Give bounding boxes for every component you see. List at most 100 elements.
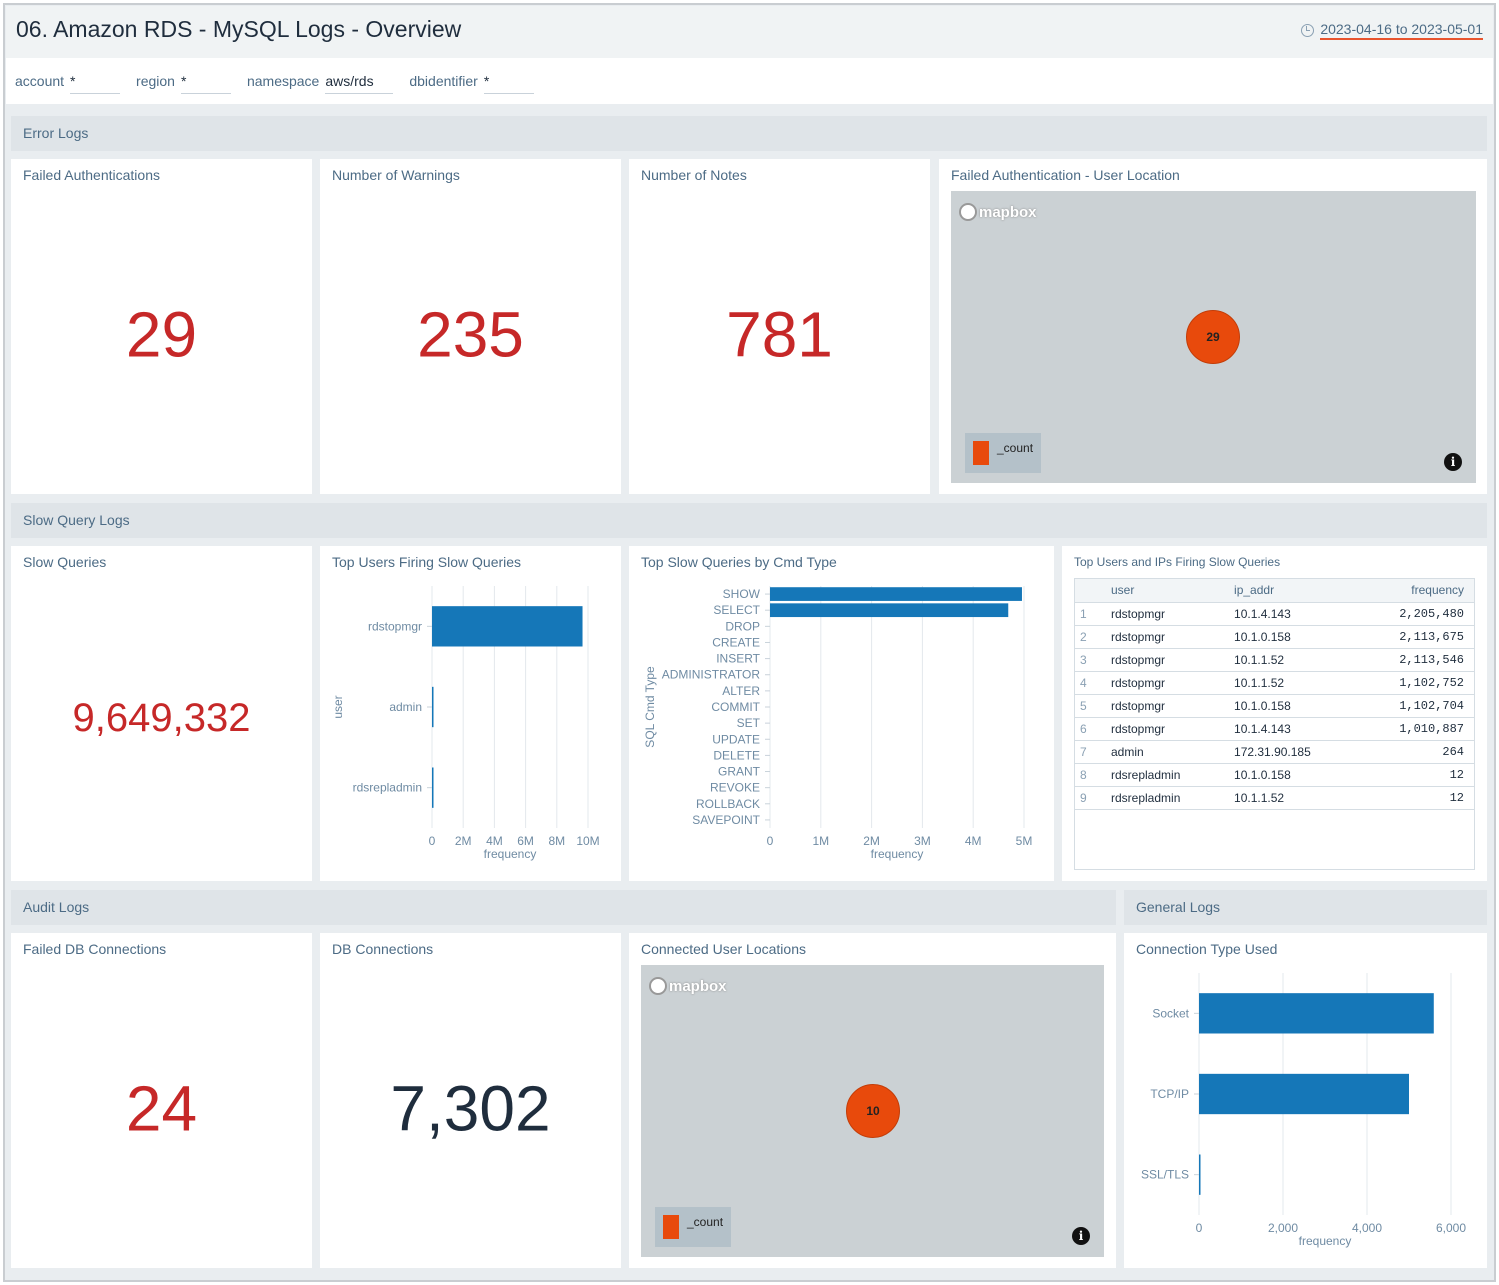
map-legend: _count [965, 433, 1041, 473]
table-row[interactable]: 2 rdstopmgr 10.1.0.158 2,113,675 [1075, 625, 1474, 649]
row-index: 8 [1075, 763, 1101, 787]
y-tick-label: ADMINISTRATOR [662, 668, 761, 682]
column-header-ip[interactable]: ip_addr [1224, 579, 1358, 603]
x-tick-label: 4M [486, 834, 503, 848]
y-tick-label: DROP [725, 619, 760, 633]
panel-title: Top Users Firing Slow Queries [332, 554, 522, 570]
x-tick-label: 2,000 [1268, 1221, 1298, 1235]
filter-dbidentifier[interactable]: dbidentifier * [409, 68, 534, 94]
map[interactable]: mapbox 29 _count i [951, 191, 1476, 483]
y-tick-label: rdstopmgr [368, 619, 422, 633]
table-row[interactable]: 9 rdsrepladmin 10.1.1.52 12 [1075, 786, 1474, 810]
y-axis-label: user [331, 695, 345, 718]
map-bubble[interactable]: 29 [1186, 310, 1240, 364]
x-axis-label: frequency [484, 847, 537, 861]
x-axis-label: frequency [1299, 1234, 1352, 1248]
bar-socket [1199, 993, 1434, 1034]
column-header-frequency[interactable]: frequency [1357, 579, 1474, 603]
mapbox-logo: mapbox [959, 203, 1037, 221]
cell-user: rdstopmgr [1101, 694, 1225, 718]
section-general-logs[interactable]: General Logs [1124, 890, 1487, 925]
x-tick-label: 6M [517, 834, 534, 848]
single-value: 29 [125, 297, 198, 370]
date-range-text[interactable]: 2023-04-16 to 2023-05-01 [1320, 21, 1483, 40]
table-row[interactable]: 3 rdstopmgr 10.1.1.52 2,113,546 [1075, 648, 1474, 672]
bar-rdsrepladmin [432, 767, 434, 808]
table-row[interactable]: 6 rdstopmgr 10.1.4.143 1,010,887 [1075, 717, 1474, 741]
cell-user: rdsrepladmin [1101, 763, 1225, 787]
map[interactable]: mapbox 10 _count i [641, 965, 1104, 1257]
y-tick-label: SET [737, 716, 761, 730]
table-row[interactable]: 7 admin 172.31.90.185 264 [1075, 740, 1474, 764]
clock-icon [1301, 24, 1315, 37]
y-tick-label: ALTER [722, 684, 760, 698]
column-header-user[interactable]: user [1101, 579, 1225, 603]
cell-ip: 10.1.0.158 [1224, 763, 1358, 787]
filter-account[interactable]: account * [15, 68, 121, 94]
y-tick-label: Socket [1152, 1006, 1189, 1020]
filter-account-input[interactable]: * [70, 68, 121, 94]
row-index: 7 [1075, 740, 1101, 764]
cell-user: rdsrepladmin [1101, 786, 1225, 810]
single-value: 7,302 [390, 1071, 551, 1144]
data-table: user ip_addr frequency 1 rdstopmgr 10.1.4.… [1074, 578, 1475, 870]
panel-connection-type: Connection Type Used 0 2,000 4,000 6,000 fre… [1124, 933, 1487, 1268]
cell-frequency: 1,102,752 [1357, 671, 1474, 695]
bar-rdstopmgr [432, 606, 583, 647]
y-tick-label: DELETE [713, 748, 760, 762]
x-tick-label: 8M [548, 834, 565, 848]
y-tick-label: rdsrepladmin [353, 781, 422, 795]
table-row[interactable]: 4 rdstopmgr 10.1.1.52 1,102,752 [1075, 671, 1474, 695]
cell-frequency: 1,010,887 [1357, 717, 1474, 741]
filter-namespace[interactable]: namespace aws/rds [247, 68, 394, 94]
panel-top-users-slow-queries: Top Users Firing Slow Queries 0 2M 4M 6M 8M 1… [320, 546, 621, 881]
x-tick-label: 10M [576, 834, 599, 848]
x-axis-label: frequency [871, 847, 924, 861]
filter-namespace-input[interactable]: aws/rds [325, 68, 394, 94]
info-icon[interactable]: i [1072, 1227, 1090, 1245]
table-row[interactable]: 5 rdstopmgr 10.1.0.158 1,102,704 [1075, 694, 1474, 718]
section-audit-logs[interactable]: Audit Logs [11, 890, 1116, 925]
panel-top-users-ips: Top Users and IPs Firing Slow Queries us… [1062, 546, 1487, 881]
date-range-picker[interactable]: 2023-04-16 to 2023-05-01 [1301, 21, 1483, 40]
x-tick-label: 0 [767, 834, 774, 848]
filter-dbidentifier-input[interactable]: * [483, 68, 534, 94]
bar-chart-connection-type: 0 2,000 4,000 6,000 frequency Socket TCP/IP SSL… [1141, 973, 1466, 1248]
x-tick-label: 5M [1016, 834, 1033, 848]
row-index: 9 [1075, 786, 1101, 810]
map-bubble[interactable]: 10 [846, 1084, 900, 1138]
y-tick-label: CREATE [712, 635, 760, 649]
panel-title: Connection Type Used [1136, 941, 1278, 957]
panel-title: Slow Queries [23, 554, 107, 570]
panel-failed-authentications: Failed Authentications 29 [11, 159, 312, 494]
y-tick-label: REVOKE [710, 781, 760, 795]
x-tick-label: 6,000 [1436, 1221, 1466, 1235]
section-slow-query-logs[interactable]: Slow Query Logs [11, 503, 1487, 538]
filter-label: account [15, 73, 65, 89]
cell-frequency: 264 [1357, 740, 1474, 764]
x-tick-label: 4,000 [1352, 1221, 1382, 1235]
x-tick-label: 0 [1196, 1221, 1203, 1235]
row-index: 1 [1075, 602, 1101, 626]
bar-select [770, 603, 1009, 618]
panel-title: Top Slow Queries by Cmd Type [641, 554, 837, 570]
cell-ip: 10.1.4.143 [1224, 602, 1358, 626]
cell-user: rdstopmgr [1101, 625, 1225, 649]
cell-frequency: 2,113,675 [1357, 625, 1474, 649]
panel-top-cmd-type: Top Slow Queries by Cmd Type 0 1M 2M 3M 4M 5M… [629, 546, 1054, 881]
single-value: 24 [125, 1071, 198, 1144]
section-error-logs[interactable]: Error Logs [11, 116, 1487, 151]
filter-region-input[interactable]: * [180, 68, 231, 94]
cell-frequency: 2,113,546 [1357, 648, 1474, 672]
bar-chart-cmd-type: 0 1M 2M 3M 4M 5M frequency SQL Cmd Type SHOW SELE… [643, 586, 1033, 861]
table-header-row: user ip_addr frequency [1075, 579, 1474, 603]
filter-region[interactable]: region * [136, 68, 231, 94]
panel-title: Failed Authentication - User Location [951, 167, 1180, 183]
table-row[interactable]: 1 rdstopmgr 10.1.4.143 2,205,480 [1075, 602, 1474, 626]
row-index: 5 [1075, 694, 1101, 718]
panel-failed-auth-location: Failed Authentication - User Location ma… [939, 159, 1487, 494]
info-icon[interactable]: i [1444, 453, 1462, 471]
filter-label: dbidentifier [409, 73, 478, 89]
dashboard-header: 06. Amazon RDS - MySQL Logs - Overview 2… [6, 6, 1493, 58]
table-row[interactable]: 8 rdsrepladmin 10.1.0.158 12 [1075, 763, 1474, 787]
